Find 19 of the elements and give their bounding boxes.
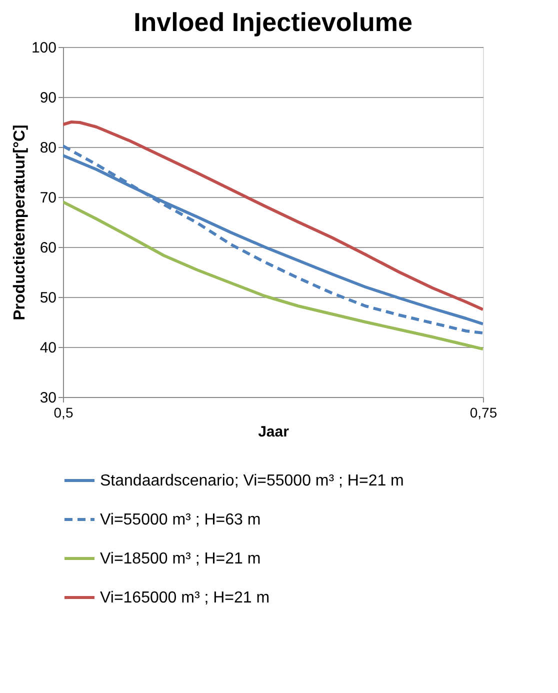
legend-label: Vi=18500 m³ ; H=21 m xyxy=(100,550,261,568)
y-axis-title: Productietemperatuur[°C] xyxy=(11,124,28,320)
y-tick-label: 40 xyxy=(40,340,56,356)
y-tick-label: 80 xyxy=(40,140,56,156)
x-tick-label: 0,5 xyxy=(54,404,74,420)
line-series xyxy=(63,200,483,350)
x-tick-label: 0,75 xyxy=(470,404,498,420)
y-tick-label: 60 xyxy=(40,240,56,256)
line-series xyxy=(63,120,483,311)
y-tick-label: 50 xyxy=(40,290,56,306)
y-tick-label: 70 xyxy=(40,190,56,206)
legend-label: Standaardscenario; Vi=55000 m³ ; H=21 m xyxy=(100,472,404,490)
chart-title: Invloed Injectievolume xyxy=(134,7,412,37)
legend-label: Vi=165000 m³ ; H=21 m xyxy=(100,590,270,606)
y-tick-label: 100 xyxy=(31,40,56,56)
legend-label: Vi=55000 m³ ; H=63 m xyxy=(100,512,261,528)
y-tick-label: 30 xyxy=(40,390,56,406)
x-axis-title: Jaar xyxy=(258,424,290,440)
y-tick-label: 90 xyxy=(40,90,56,106)
